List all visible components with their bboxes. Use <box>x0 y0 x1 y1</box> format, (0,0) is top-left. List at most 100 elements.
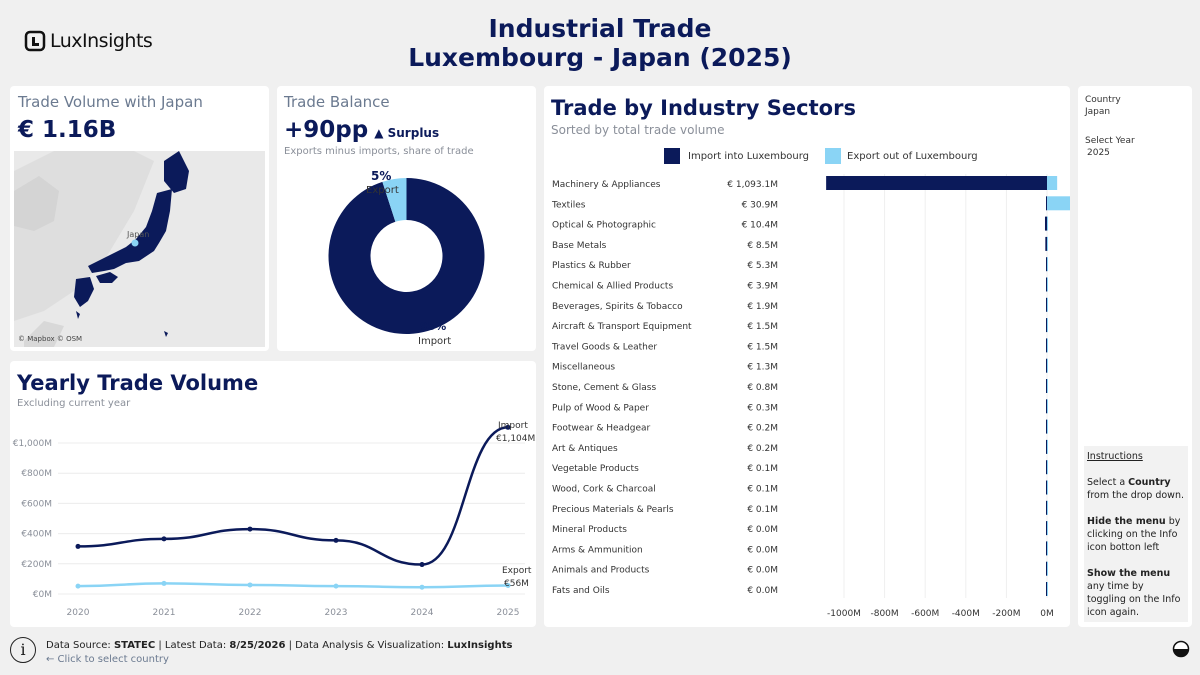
import-bar[interactable] <box>1046 358 1047 373</box>
sector-row[interactable]: Vegetable Products € 0.1M <box>552 460 1048 475</box>
year-filter[interactable]: Select Year 2025 <box>1085 135 1135 159</box>
sector-row[interactable]: Fats and Oils € 0.0M <box>552 582 1048 596</box>
country-filter[interactable]: Country Japan <box>1085 94 1121 118</box>
export-point[interactable] <box>247 582 253 588</box>
import-bar[interactable] <box>1046 277 1047 292</box>
export-bar[interactable] <box>1047 297 1048 312</box>
footer-hint: ← Click to select country <box>46 654 169 665</box>
import-bar[interactable] <box>1046 439 1047 454</box>
import-bar[interactable] <box>1046 500 1047 515</box>
sector-row[interactable]: Footwear & Headgear € 0.2M <box>552 419 1048 434</box>
export-bar[interactable] <box>1047 561 1048 576</box>
export-bar[interactable] <box>1047 196 1070 211</box>
import-bar[interactable] <box>1046 257 1047 272</box>
export-point[interactable] <box>333 583 339 589</box>
x-tick-label: 2023 <box>325 608 348 618</box>
export-bar[interactable] <box>1047 236 1048 251</box>
export-bar[interactable] <box>1047 541 1048 556</box>
export-point[interactable] <box>75 583 81 589</box>
trade-volume-value: € 1.16B <box>18 117 117 143</box>
sector-name: Travel Goods & Leather <box>551 342 657 352</box>
export-point[interactable] <box>505 583 511 589</box>
import-bar[interactable] <box>1046 379 1047 393</box>
sectors-chart[interactable]: Machinery & Appliances € 1,093.1M Textiles… <box>544 86 1070 627</box>
export-bar[interactable] <box>1047 358 1048 373</box>
sector-row[interactable]: Travel Goods & Leather € 1.5M <box>551 338 1048 353</box>
export-bar[interactable] <box>1047 419 1048 434</box>
export-bar[interactable] <box>1047 338 1048 353</box>
sector-row[interactable]: Aircraft & Transport Equipment € 1.5M <box>552 318 1048 333</box>
country-filter-value[interactable]: Japan <box>1085 107 1111 117</box>
export-bar[interactable] <box>1047 176 1058 190</box>
export-line[interactable] <box>77 582 509 589</box>
export-point[interactable] <box>161 580 167 586</box>
sector-row[interactable]: Chemical & Allied Products € 3.9M <box>552 277 1048 292</box>
sector-row[interactable]: Precious Materials & Pearls € 0.1M <box>552 500 1048 515</box>
import-bar[interactable] <box>1046 541 1047 556</box>
export-bar[interactable] <box>1047 582 1048 596</box>
import-bar[interactable] <box>1046 561 1047 576</box>
import-bar[interactable] <box>1044 216 1047 231</box>
x-tick-label: 2021 <box>153 608 176 618</box>
import-bar[interactable] <box>1046 318 1047 333</box>
export-point[interactable] <box>419 584 425 590</box>
import-bar[interactable] <box>1046 582 1047 596</box>
map[interactable]: Japan © Mapbox © OSM <box>14 151 265 347</box>
balance-donut[interactable]: 5% Export 95% Import <box>277 86 536 351</box>
sector-row[interactable]: Textiles € 30.9M <box>551 196 1070 211</box>
import-point[interactable] <box>419 562 425 568</box>
export-bar[interactable] <box>1047 521 1048 536</box>
import-point[interactable] <box>247 526 253 532</box>
trade-volume-card: Trade Volume with Japan € 1.16B Japan © … <box>10 86 269 351</box>
sector-row[interactable]: Plastics & Rubber € 5.3M <box>552 257 1049 272</box>
export-bar[interactable] <box>1047 379 1048 393</box>
export-bar[interactable] <box>1047 399 1048 414</box>
import-bar[interactable] <box>826 176 1047 190</box>
export-bar[interactable] <box>1047 318 1048 333</box>
export-bar[interactable] <box>1047 460 1048 475</box>
import-point[interactable] <box>161 536 167 542</box>
export-bar[interactable] <box>1047 439 1048 454</box>
import-bar[interactable] <box>1046 196 1047 211</box>
sector-row[interactable]: Machinery & Appliances € 1,093.1M <box>552 176 1058 190</box>
import-bar[interactable] <box>1046 521 1047 536</box>
sector-row[interactable]: Stone, Cement & Glass € 0.8M <box>552 379 1048 393</box>
donut-slice-export[interactable] <box>382 178 407 222</box>
year-filter-value[interactable]: 2025 <box>1087 148 1110 158</box>
sector-row[interactable]: Wood, Cork & Charcoal € 0.1M <box>552 480 1048 495</box>
import-bar[interactable] <box>1046 460 1047 475</box>
donut-slice-import[interactable] <box>328 178 485 334</box>
sector-name: Plastics & Rubber <box>552 261 631 271</box>
info-button[interactable]: i <box>10 637 36 663</box>
logo[interactable]: LuxInsights <box>24 30 153 52</box>
sector-row[interactable]: Mineral Products € 0.0M <box>552 521 1048 536</box>
import-bar[interactable] <box>1046 338 1047 353</box>
sector-row[interactable]: Optical & Photographic € 10.4M <box>552 216 1049 231</box>
donut-slices[interactable] <box>328 178 485 334</box>
export-bar[interactable] <box>1047 257 1049 272</box>
import-point[interactable] <box>75 543 81 549</box>
export-bar[interactable] <box>1047 216 1049 231</box>
yearly-chart[interactable]: €0M€200M€400M€600M€800M€1,000M 2020 2021 2… <box>10 361 536 627</box>
import-bar[interactable] <box>1045 236 1047 251</box>
theme-toggle-button[interactable] <box>1172 640 1190 658</box>
sector-row[interactable]: Art & Antiques € 0.2M <box>552 439 1048 454</box>
export-bar[interactable] <box>1047 480 1048 495</box>
import-bar[interactable] <box>1046 419 1047 434</box>
export-bar[interactable] <box>1047 277 1048 292</box>
import-bar[interactable] <box>1046 297 1047 312</box>
import-bar[interactable] <box>1046 399 1047 414</box>
sector-row[interactable]: Pulp of Wood & Paper € 0.3M <box>552 399 1048 414</box>
sector-row[interactable]: Base Metals € 8.5M <box>552 236 1048 251</box>
import-bar[interactable] <box>1046 480 1047 495</box>
sector-row[interactable]: Miscellaneous € 1.3M <box>552 358 1048 373</box>
export-bar[interactable] <box>1047 500 1048 515</box>
import-point[interactable] <box>333 537 339 543</box>
sector-total: € 0.1M <box>747 485 778 495</box>
sector-row[interactable]: Animals and Products € 0.0M <box>552 561 1048 576</box>
sector-row[interactable]: Arms & Ammunition € 0.0M <box>552 541 1048 556</box>
sector-row[interactable]: Beverages, Spirits & Tobacco € 1.9M <box>552 297 1048 312</box>
import-line[interactable] <box>77 426 509 566</box>
import-point[interactable] <box>505 424 511 430</box>
map-credit[interactable]: © Mapbox © OSM <box>18 335 83 343</box>
